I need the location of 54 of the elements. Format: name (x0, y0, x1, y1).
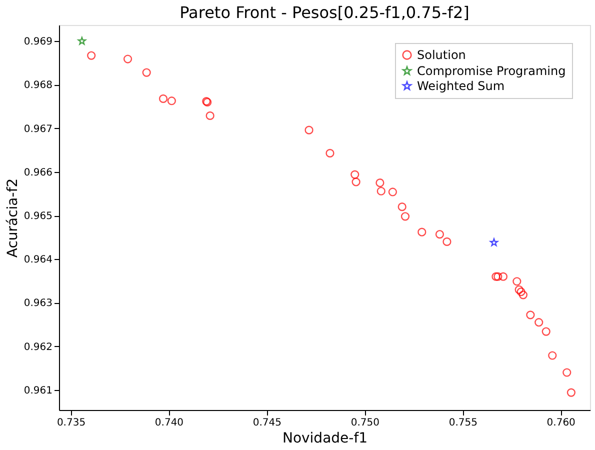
point (326, 148, 334, 158)
x-tick-label: 0.755 (448, 418, 478, 428)
point (548, 351, 557, 360)
y-tick-label: 0.963 (24, 298, 52, 310)
x-tick-label: 0.750 (350, 418, 380, 428)
point (562, 368, 572, 377)
point (388, 188, 397, 196)
point (512, 277, 522, 286)
point (376, 186, 386, 196)
y-tick-label: 0.968 (24, 80, 52, 92)
point (516, 288, 526, 296)
y-tick-label: 0.962 (24, 342, 52, 353)
point (435, 230, 444, 239)
y-tick-label: 0.967 (24, 124, 52, 135)
point (352, 178, 360, 186)
point (142, 68, 151, 77)
point (304, 126, 314, 134)
y-axis-title: Acurácia-f2 (4, 178, 21, 258)
point (87, 51, 96, 60)
point (167, 96, 176, 106)
point (123, 54, 132, 64)
x-tick-label: 0.740 (154, 418, 184, 428)
point (494, 272, 502, 281)
point (526, 310, 535, 320)
point (442, 237, 452, 246)
point (350, 170, 360, 179)
point (398, 202, 406, 212)
legend-label: Weighted Sum (417, 79, 505, 93)
point (400, 212, 410, 221)
x-tick-label: 0.735 (56, 418, 86, 428)
point (376, 178, 384, 188)
point (514, 285, 524, 294)
x-axis-title: Novidade-f1 (282, 430, 368, 446)
y-tick-label: 0.966 (24, 167, 52, 178)
y-tick-label: 0.964 (24, 254, 52, 266)
point (518, 290, 528, 300)
legend-label: Solution (417, 48, 466, 62)
x-tick-label: 0.760 (546, 418, 576, 428)
chart-title: Pareto Front - Pesos[0.25-f1,0.75-f2] (180, 3, 470, 22)
point (418, 228, 426, 236)
y-tick-label: 0.965 (24, 211, 52, 222)
point (158, 94, 168, 103)
point (206, 111, 214, 120)
point (498, 272, 508, 281)
x-tick-label: 0.745 (252, 418, 282, 428)
legend-label: Compromise Programing (417, 64, 566, 78)
point (542, 327, 550, 336)
point (492, 272, 500, 281)
point (534, 318, 544, 327)
point (490, 238, 498, 246)
point (78, 36, 86, 45)
point (566, 388, 576, 397)
y-tick-label: 0.969 (24, 36, 52, 48)
y-tick-label: 0.961 (24, 385, 52, 396)
